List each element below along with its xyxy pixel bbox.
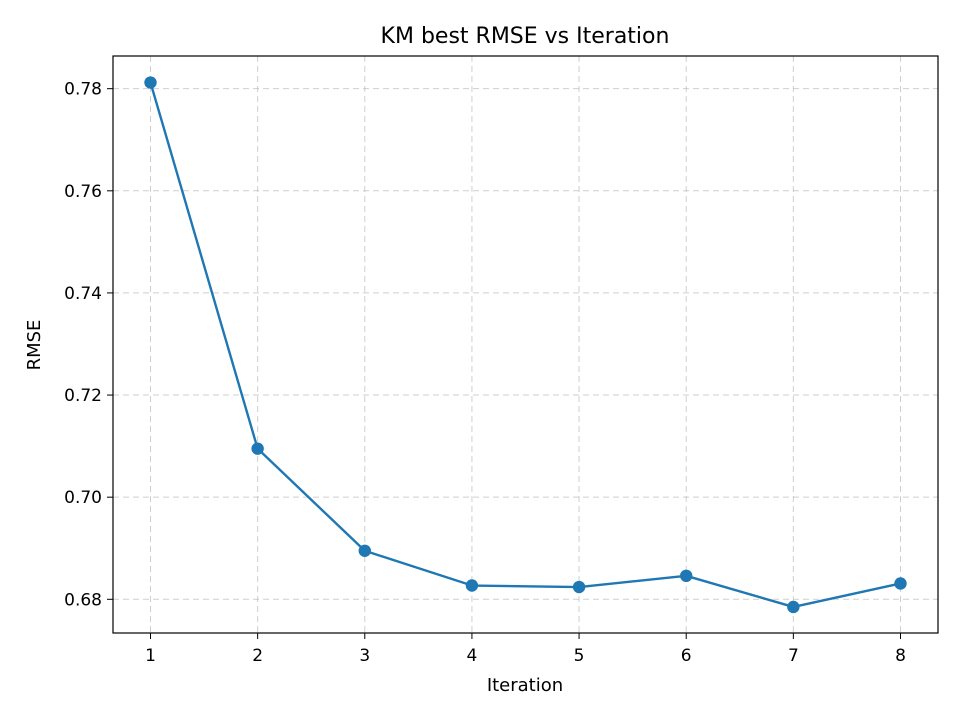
series-layer (144, 76, 907, 614)
x-tick-label: 6 (681, 646, 692, 666)
x-tick-label: 8 (895, 646, 906, 666)
data-point (358, 544, 371, 557)
series-line (149, 82, 901, 609)
y-tick-label: 0.72 (64, 386, 102, 406)
x-tick-label: 2 (252, 646, 263, 666)
x-tick-label: 3 (359, 646, 370, 666)
data-point (572, 580, 586, 594)
y-tick-label: 0.68 (64, 590, 102, 610)
data-point (787, 600, 800, 614)
grid (113, 56, 938, 633)
data-point (465, 579, 479, 592)
x-axis-label: Iteration (487, 675, 563, 696)
x-tick-label: 1 (145, 646, 156, 666)
axes-frame (112, 55, 939, 634)
data-point (680, 569, 693, 583)
x-axis-ticks: 1 2 3 4 5 6 7 8 (145, 633, 906, 666)
data-point (894, 577, 907, 590)
y-tick-label: 0.70 (64, 488, 102, 508)
data-point (144, 76, 157, 89)
x-tick-label: 5 (574, 646, 585, 666)
y-axis-ticks: 0.68 0.70 0.72 0.74 0.76 0.78 (64, 80, 113, 610)
y-tick-label: 0.78 (64, 80, 102, 100)
x-tick-label: 4 (467, 646, 478, 666)
chart-title: KM best RMSE vs Iteration (381, 24, 670, 49)
x-tick-label: 7 (788, 646, 799, 666)
y-axis-label: RMSE (24, 320, 45, 371)
y-tick-label: 0.76 (64, 182, 102, 202)
data-point (251, 442, 264, 455)
y-tick-label: 0.74 (64, 284, 102, 304)
